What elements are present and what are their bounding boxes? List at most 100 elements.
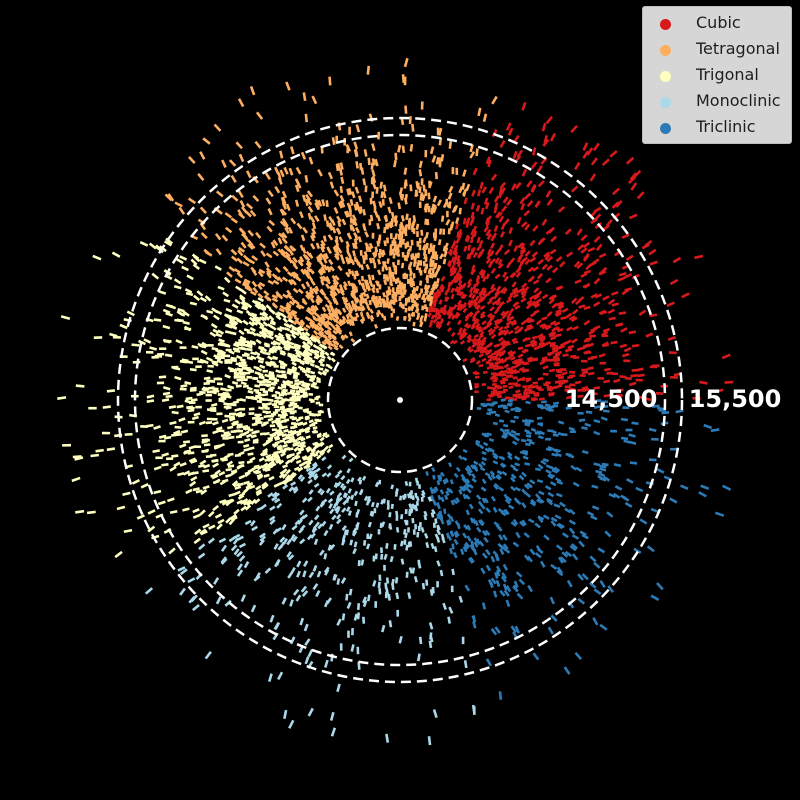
data-point [213,577,220,585]
data-point [513,245,519,252]
data-point [313,329,319,336]
data-point [471,316,477,322]
data-point [365,245,369,252]
data-point [395,510,399,517]
data-point [409,271,413,277]
data-point [207,537,215,544]
data-point [473,230,478,238]
data-point [301,299,308,306]
data-point [379,522,383,529]
data-point [476,245,482,252]
data-point [434,283,440,290]
data-point [448,462,453,468]
data-point [322,370,328,375]
data-point [446,320,451,327]
data-point [442,258,447,265]
data-point [289,245,295,252]
data-point [401,145,406,154]
data-point [274,440,281,446]
data-point [419,260,423,266]
data-point [317,370,323,376]
data-point [311,95,318,105]
data-point [496,569,501,577]
data-point [593,419,601,424]
data-point [390,503,394,509]
data-point [336,618,342,626]
data-point [301,497,308,504]
data-point [214,232,222,241]
data-point [394,577,399,584]
data-point [315,338,321,345]
data-point [212,462,220,468]
data-point [491,410,497,414]
data-point [308,378,314,383]
data-point [346,318,352,324]
data-point [556,370,563,374]
data-point [281,340,288,346]
data-point [164,353,173,358]
data-point [519,361,525,365]
data-point [417,292,422,299]
data-point [527,266,535,273]
data-point [448,141,453,149]
data-point [374,246,379,253]
data-point [201,314,209,321]
data-point [456,330,463,336]
data-point [498,486,505,492]
data-point [207,344,214,347]
data-point [462,169,467,177]
data-point [591,484,599,489]
data-point [173,366,181,371]
data-point [500,398,506,402]
data-point [225,473,232,478]
data-point [569,544,577,552]
data-point [374,481,380,487]
data-point [546,388,553,392]
data-point [394,215,398,222]
data-point [549,341,556,346]
data-point [322,253,329,260]
data-point [60,315,71,321]
data-point [476,339,482,345]
data-point [197,172,205,182]
data-point [477,189,482,197]
data-point [449,479,454,485]
data-point [287,226,294,234]
data-point [570,403,577,407]
data-point [296,349,302,355]
data-point [243,480,250,485]
data-point [534,200,541,208]
data-point [276,502,283,509]
data-point [498,691,503,700]
data-point [203,443,211,447]
data-point [498,244,504,251]
data-point [549,331,557,336]
data-point [355,201,360,209]
data-point [291,297,297,304]
data-point [382,498,386,504]
data-point [175,258,184,265]
data-point [188,457,197,463]
data-point [262,421,269,425]
data-point [280,383,287,388]
data-point [326,266,331,273]
data-point [495,565,502,573]
data-point [490,577,497,585]
data-point [461,636,465,645]
data-point [304,254,311,262]
data-point [292,588,300,596]
data-point [466,324,472,330]
data-point [548,392,555,396]
data-point [453,472,459,479]
data-point [178,417,186,422]
data-point [208,386,215,390]
data-point [187,197,197,205]
data-point [520,242,526,250]
data-point [555,544,563,551]
data-point [541,356,548,361]
data-point [580,234,588,242]
data-point [268,515,276,522]
data-point [240,381,247,386]
data-point [310,532,316,539]
data-point [182,507,190,512]
